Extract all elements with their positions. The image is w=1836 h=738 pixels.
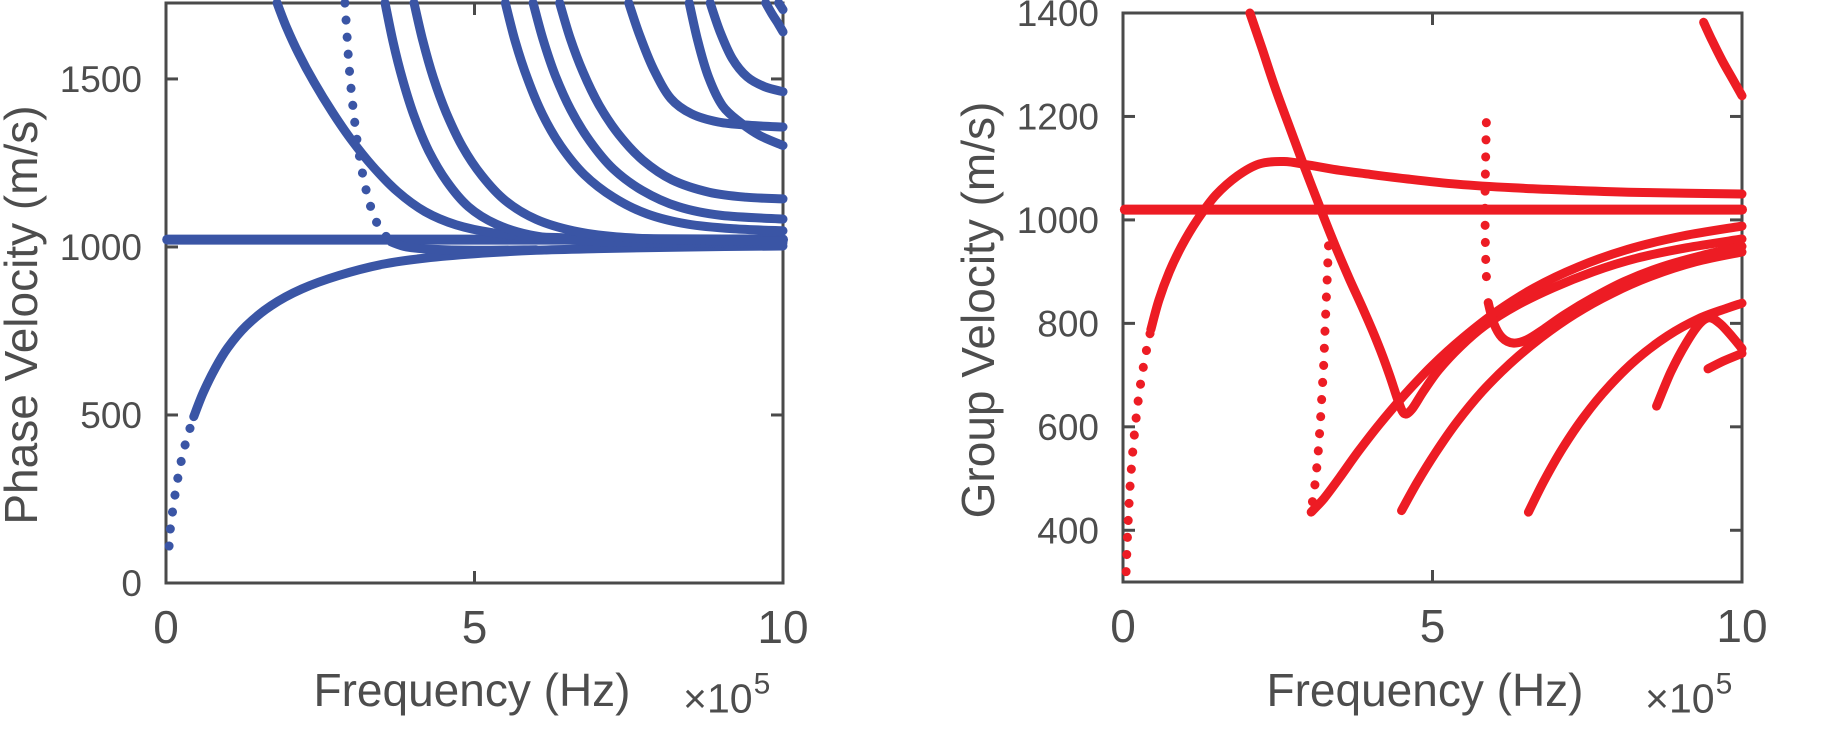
right-y-axis-label: Group Velocity (m/s) [952,101,1004,519]
y-tick-label: 1500 [60,59,142,100]
left-exponent-power: 5 [753,667,771,701]
right-exponent-power: 5 [1715,667,1733,701]
y-tick-label: 500 [80,395,142,436]
series-mode3-group-drop [1306,241,1334,515]
series-mode7-group-arch [1652,313,1747,411]
series-mode2-phase-tail [386,237,541,255]
right-exponent-base: ×10 [1645,675,1715,722]
y-tick-label: 400 [1037,510,1099,551]
series-mode9-group-arc [1699,17,1747,101]
series-mode4-group [1397,247,1747,516]
series-mode2-phase-steep [340,0,396,247]
series-mode8-group-dash [1703,348,1747,374]
series-mode3-group [1306,221,1747,517]
series-mode7-phase [555,0,788,204]
y-tick-label: 1200 [1017,96,1099,137]
series-mode11-phase-hook [761,0,788,37]
phase-velocity-plot: 0 5 10 0 500 1000 1500 [60,0,809,653]
y-tick-label: 1000 [60,227,142,268]
y-tick-label: 0 [121,563,142,604]
series-mode10-phase [705,0,788,97]
y-tick-label: 1000 [1017,200,1099,241]
right-x-axis-exponent: ×105 [1645,668,1732,723]
series-mode5-group [1483,241,1747,348]
series-mode4-phase [409,0,788,246]
left-x-axis-label: Frequency (Hz) [313,664,631,716]
y-tick-label: 800 [1037,303,1099,344]
series-mode6-phase [528,0,788,224]
series-A0-group-sparse [1121,325,1156,577]
y-tick-label: 600 [1037,407,1099,448]
x-tick-label: 5 [1420,600,1446,652]
x-tick-label: 5 [462,601,488,653]
series-mode12-phase-hook [774,0,788,15]
series-mode2-group [1245,8,1747,419]
x-tick-label: 0 [1110,600,1136,652]
left-y-axis-label: Phase Velocity (m/s) [0,105,47,525]
series-A0-phase [189,241,788,422]
axis-box [164,1,785,585]
x-tick-label: 10 [1716,600,1767,652]
series-A0-phase-sparse [164,412,199,551]
series-mode5-phase [500,0,788,236]
series-mode5-group-drop [1480,118,1492,294]
x-tick-label: 10 [757,601,808,653]
left-x-axis-exponent: ×105 [683,668,770,723]
group-velocity-plot: 0 5 10 400 600 800 1000 1200 1400 [1017,0,1768,652]
x-tick-label: 0 [153,601,179,653]
series-mode9-phase [684,0,788,150]
left-exponent-base: ×10 [683,675,753,722]
axis-box [1121,11,1744,584]
series-mode6-group [1523,298,1747,517]
right-x-axis-label: Frequency (Hz) [1266,664,1584,716]
y-tick-label: 1400 [1017,0,1099,34]
